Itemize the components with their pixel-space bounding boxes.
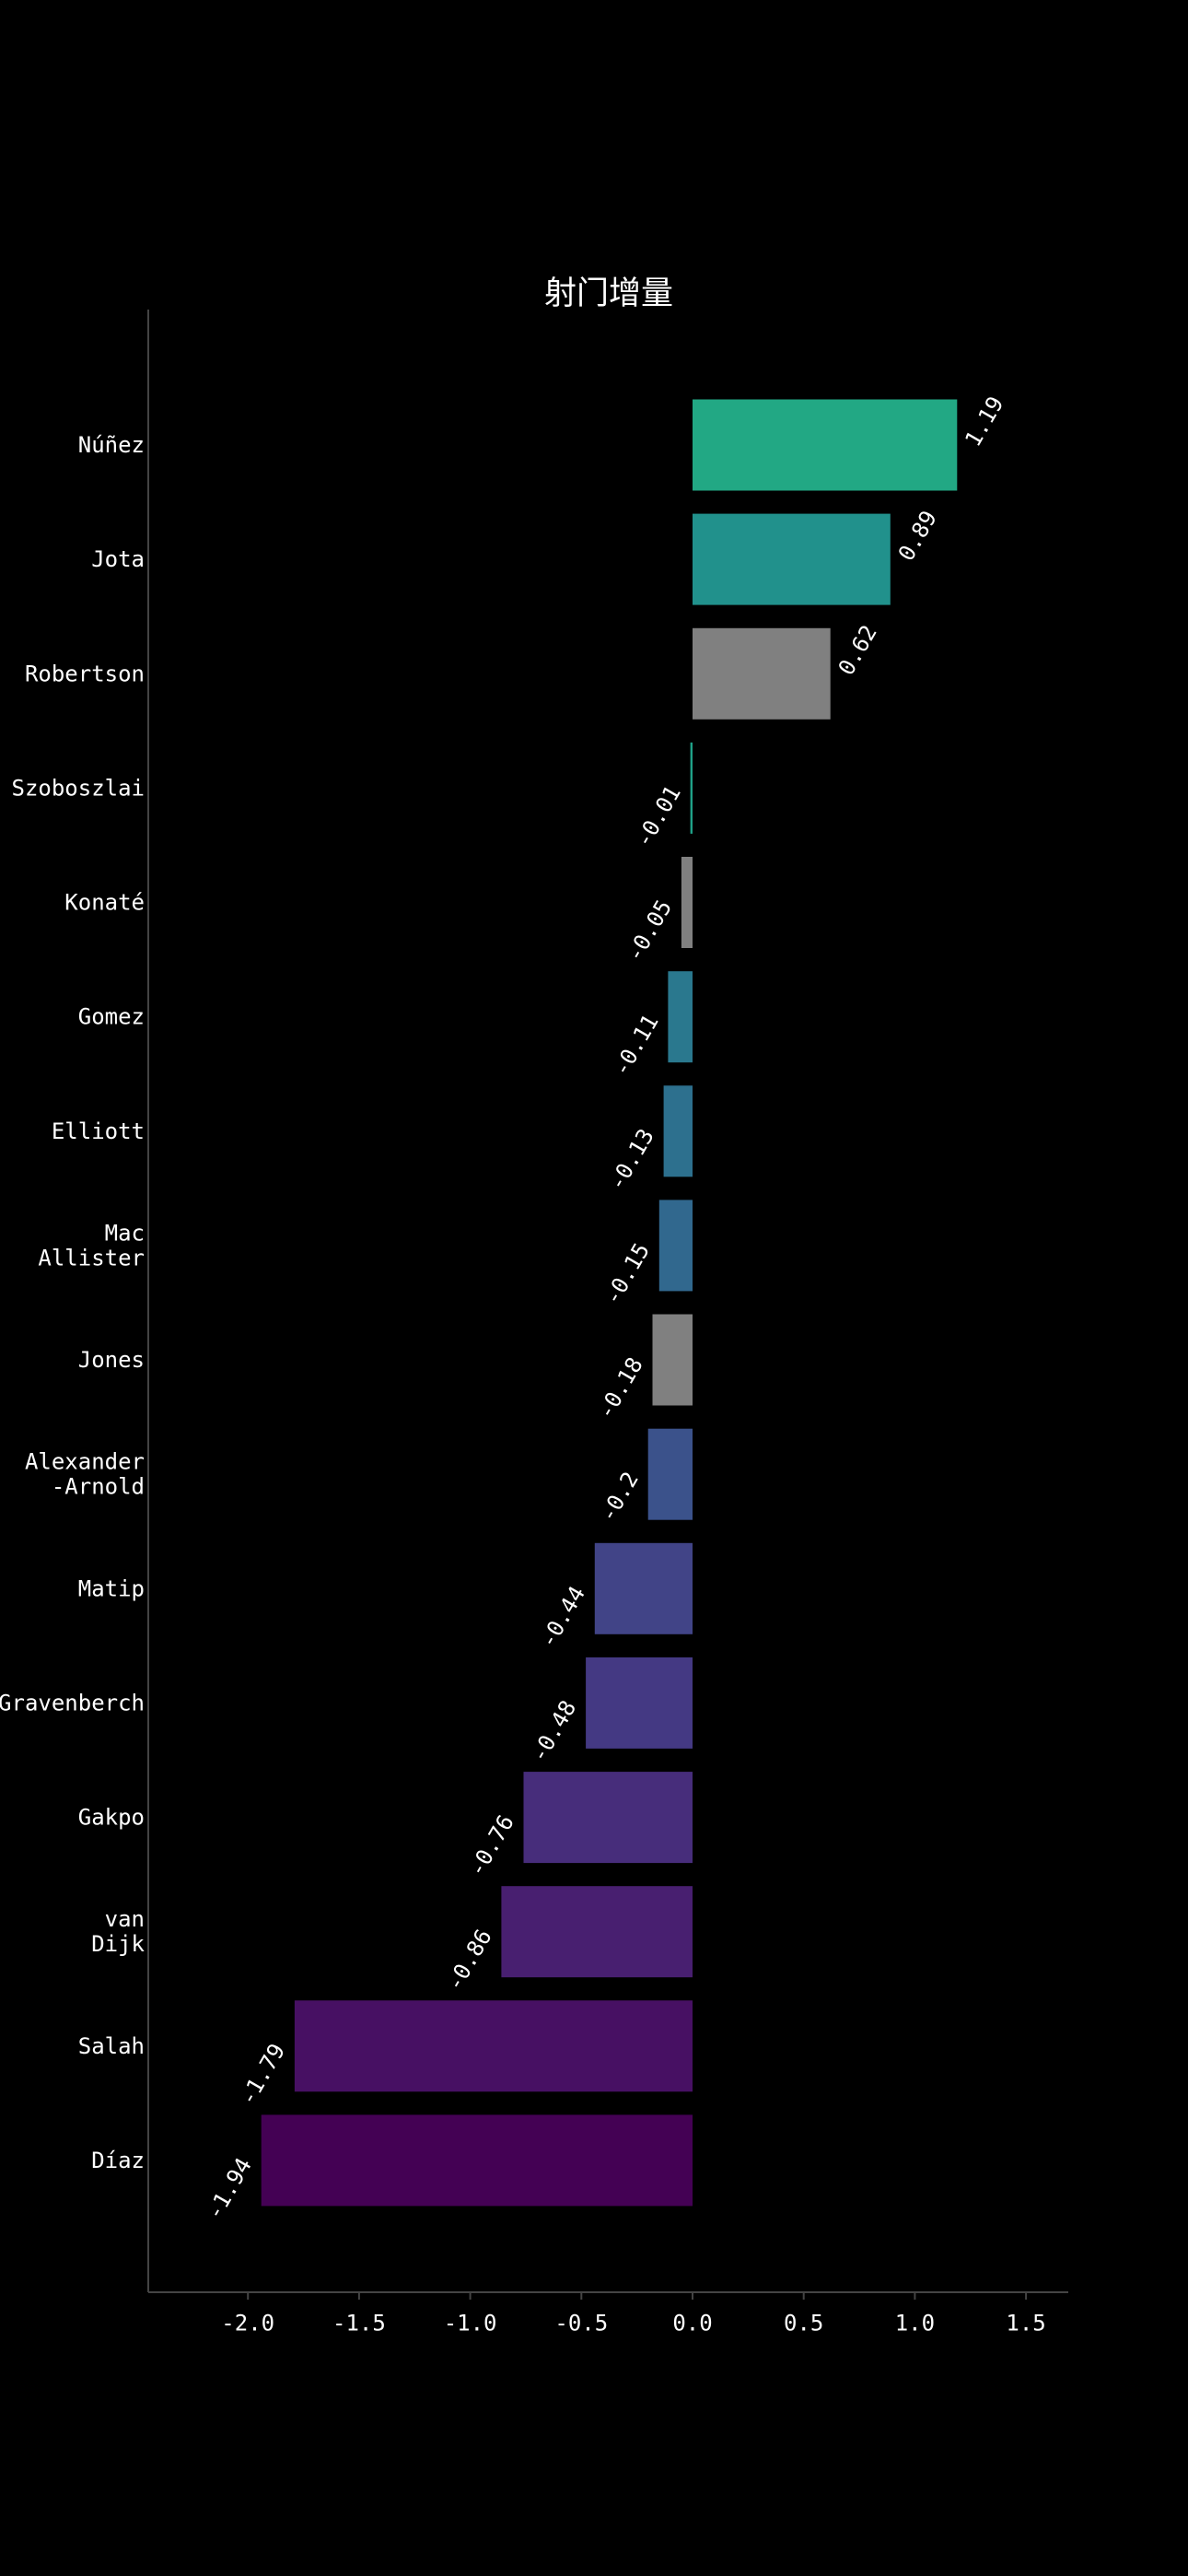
category-label-line: Núñez [78,432,145,458]
category-label-line: -Arnold [52,1474,145,1500]
value-label: 1.19 [960,392,1008,451]
bar [647,1428,693,1520]
category-label: Jones [78,1347,145,1373]
category-label-line: Konaté [64,890,145,916]
category-label-line: Alexander [25,1449,145,1475]
category-label-line: Elliott [52,1118,145,1144]
category-label: Konaté [64,890,145,916]
category-label: Elliott [52,1118,145,1144]
category-labels-layer: Núñez Jota Robertson Szoboszlai Konaté Gomez E… [0,432,146,2173]
x-tick-label: -1.0 [444,2311,497,2336]
category-label: Matip [78,1575,145,1601]
category-label: Gakpo [78,1805,145,1831]
value-label: -0.48 [526,1696,581,1767]
value-label: 0.62 [833,621,882,680]
value-label: -1.94 [202,2153,257,2224]
x-tick-label: -0.5 [554,2311,608,2336]
value-label: -0.01 [630,781,685,852]
value-label: -0.15 [600,1238,655,1309]
category-label-line: Gravenberch [0,1690,145,1715]
value-label: -0.86 [441,1925,496,1996]
category-label-line: Jones [78,1347,145,1373]
bar [652,1314,693,1406]
bar [294,2000,693,2092]
bar [501,1886,693,1978]
category-label-line: Szoboszlai [12,775,146,801]
bar [693,513,891,605]
bar [586,1657,693,1749]
value-label: -1.79 [235,2039,290,2110]
category-label: Robertson [25,661,145,686]
category-label: Díaz [91,2148,145,2173]
value-label: -0.11 [608,1010,663,1081]
x-ticks-layer: -2.0 -1.5 -1.0 -0.5 0.0 0.5 1.0 1.5 [221,2292,1046,2336]
bars-layer [261,399,958,2207]
category-label-line: Salah [78,2033,145,2059]
category-label: Núñez [78,432,145,458]
value-label: -0.44 [535,1582,590,1653]
bar [668,971,693,1063]
category-label-line: Robertson [25,661,145,686]
x-tick-label: -2.0 [221,2311,274,2336]
category-label: Mac Allister [38,1220,145,1270]
category-label: Szoboszlai [12,775,146,801]
bar [690,742,693,834]
category-label-line: Gakpo [78,1805,145,1831]
bar [658,1200,693,1292]
category-label-line: Gomez [78,1004,145,1030]
category-label: Gomez [78,1004,145,1030]
category-label-line: Dijk [91,1931,145,1957]
bar [681,857,693,948]
value-label: -0.18 [592,1353,647,1424]
value-label: 0.89 [893,507,942,566]
value-label: -0.05 [622,896,677,966]
bar [663,1085,693,1177]
category-label-line: van [105,1906,145,1932]
category-label-line: Díaz [91,2148,145,2173]
x-tick-label: 1.0 [895,2311,935,2336]
bar [693,399,958,491]
bar [693,627,831,720]
x-tick-label: -1.5 [332,2311,386,2336]
category-label-line: Jota [91,546,145,572]
category-label-line: Allister [38,1245,145,1270]
bar [261,2114,693,2207]
category-label-line: Mac [105,1220,145,1246]
category-label: Alexander -Arnold [25,1449,145,1500]
bar [594,1542,693,1634]
category-label: van Dijk [91,1906,145,1957]
x-tick-label: 0.0 [672,2311,712,2336]
category-label: Gravenberch [0,1690,145,1715]
category-label: Salah [78,2033,145,2059]
category-label: Jota [91,546,145,572]
value-label: -0.2 [595,1468,644,1527]
value-label: -0.76 [463,1810,518,1881]
value-label: -0.13 [603,1124,658,1195]
chart-title: 射门增量 [544,275,673,312]
bar [523,1772,693,1864]
x-tick-label: 0.5 [784,2311,823,2336]
x-tick-label: 1.5 [1006,2311,1045,2336]
category-label-line: Matip [78,1575,145,1601]
